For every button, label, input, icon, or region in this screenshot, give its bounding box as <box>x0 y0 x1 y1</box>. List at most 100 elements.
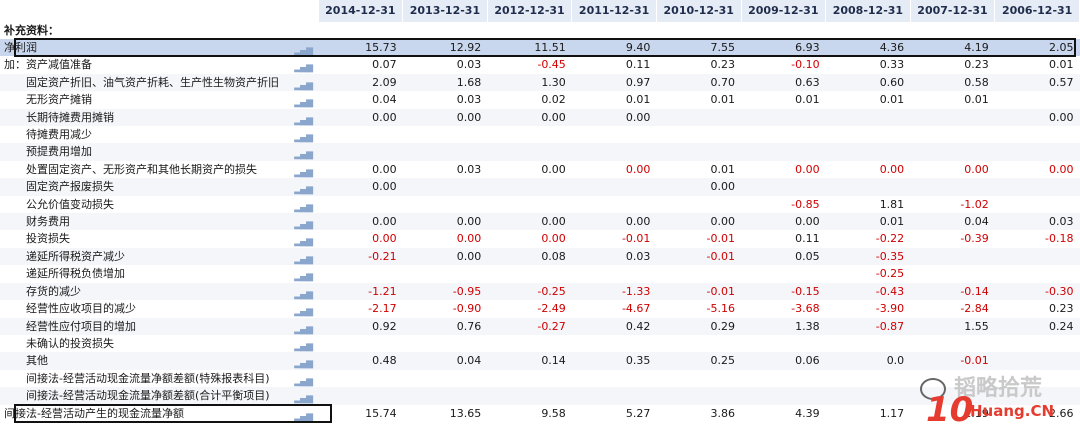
value-cell: 0.00 <box>318 108 403 127</box>
mini-chart-icon[interactable]: ▂▄▆ <box>294 341 313 352</box>
value-cell <box>571 126 657 144</box>
table-row: 长期待摊费用摊销 ▂▄▆ 0.00 0.00 0.00 0.00 0.00 <box>0 108 1080 127</box>
row-label[interactable]: 加：资产减值准备 ▂▄▆ <box>0 56 319 74</box>
value-cell: -1.21 <box>318 282 403 301</box>
value-cell: 2.19 <box>910 404 995 422</box>
value-cell: 0.01 <box>571 91 657 109</box>
value-cell <box>994 369 1080 388</box>
row-label[interactable]: 经营性应付项目的增加 ▂▄▆ <box>0 317 319 335</box>
value-cell: 0.01 <box>825 213 911 231</box>
mini-chart-icon[interactable]: ▂▄▆ <box>294 80 313 91</box>
value-cell: 0.00 <box>487 108 572 127</box>
value-cell <box>656 265 741 283</box>
value-cell: 2.09 <box>318 73 403 92</box>
column-header[interactable]: 2008-12-31 <box>825 0 911 22</box>
value-cell: 0.03 <box>571 247 657 266</box>
table-row: 间接法-经营活动现金流量净额差额(特殊报表科目) ▂▄▆ <box>0 369 1080 388</box>
value-cell: 0.05 <box>741 247 826 266</box>
row-label[interactable]: 递延所得税资产减少 ▂▄▆ <box>0 247 319 266</box>
value-cell <box>571 195 657 214</box>
mini-chart-icon[interactable]: ▂▄▆ <box>294 376 313 387</box>
column-header[interactable]: 2013-12-31 <box>402 0 488 22</box>
mini-chart-icon[interactable]: ▂▄▆ <box>294 307 313 318</box>
mini-chart-icon[interactable]: ▂▄▆ <box>294 115 313 126</box>
mini-chart-icon[interactable]: ▂▄▆ <box>294 394 313 405</box>
value-cell: -0.43 <box>825 282 911 301</box>
value-cell: -0.01 <box>656 230 741 248</box>
row-label[interactable]: 固定资产折旧、油气资产折耗、生产性生物资产折旧 ▂▄▆ <box>0 73 319 92</box>
row-label[interactable]: 间接法-经营活动现金流量净额差额(特殊报表科目) ▂▄▆ <box>0 369 319 388</box>
row-label[interactable]: 经营性应收项目的减少 ▂▄▆ <box>0 300 319 318</box>
mini-chart-icon[interactable]: ▂▄▆ <box>294 220 313 231</box>
mini-chart-icon[interactable]: ▂▄▆ <box>294 359 313 370</box>
row-label[interactable]: 净利润 ▂▄▆ <box>0 39 319 57</box>
mini-chart-icon[interactable]: ▂▄▆ <box>294 289 313 300</box>
value-cell <box>825 387 911 405</box>
column-header[interactable]: 2006-12-31 <box>994 0 1080 22</box>
table-row: 存货的减少 ▂▄▆ -1.21 -0.95 -0.25 -1.33 -0.01 -0.15 -0… <box>0 282 1080 301</box>
row-label[interactable]: 未确认的投资损失 ▂▄▆ <box>0 334 319 353</box>
mini-chart-icon[interactable]: ▂▄▆ <box>294 272 313 283</box>
value-cell: 0.00 <box>487 230 572 248</box>
mini-chart-icon[interactable]: ▂▄▆ <box>294 185 313 196</box>
row-label[interactable]: 间接法-经营活动现金流量净额差额(合计平衡项目) ▂▄▆ <box>0 387 319 405</box>
row-label[interactable]: 预提费用增加 ▂▄▆ <box>0 143 319 161</box>
column-header[interactable]: 2010-12-31 <box>656 0 742 22</box>
value-cell: 7.55 <box>656 39 741 57</box>
row-label[interactable]: 递延所得税负债增加 ▂▄▆ <box>0 265 319 283</box>
row-label[interactable]: 存货的减少 ▂▄▆ <box>0 282 319 301</box>
column-header[interactable]: 2012-12-31 <box>487 0 573 22</box>
row-label[interactable]: 财务费用 ▂▄▆ <box>0 213 319 231</box>
row-label-text: 长期待摊费用摊销 <box>26 110 114 124</box>
row-label[interactable]: 间接法-经营活动产生的现金流量净额 ▂▄▆ <box>0 404 319 422</box>
mini-chart-icon[interactable]: ▂▄▆ <box>294 411 313 422</box>
value-cell: 0.00 <box>318 178 403 196</box>
mini-chart-icon[interactable]: ▂▄▆ <box>294 98 313 109</box>
value-cell: 1.81 <box>825 195 911 214</box>
value-cell: 2.05 <box>994 39 1080 57</box>
value-cell <box>994 195 1080 214</box>
row-label[interactable]: 待摊费用减少 ▂▄▆ <box>0 126 319 144</box>
row-label[interactable]: 投资损失 ▂▄▆ <box>0 230 319 248</box>
value-cell: 0.03 <box>994 213 1080 231</box>
value-cell: 0.00 <box>994 108 1080 127</box>
row-label-text: 公允价值变动损失 <box>26 197 114 211</box>
mini-chart-icon[interactable]: ▂▄▆ <box>294 46 313 56</box>
column-header[interactable]: 2009-12-31 <box>741 0 827 22</box>
value-cell: -0.85 <box>741 195 826 214</box>
value-cell: -0.01 <box>571 230 657 248</box>
value-cell: 0.04 <box>402 352 488 370</box>
row-label[interactable]: 处置固定资产、无形资产和其他长期资产的损失 ▂▄▆ <box>0 160 319 179</box>
value-cell <box>994 91 1080 109</box>
mini-chart-icon[interactable]: ▂▄▆ <box>294 254 313 265</box>
row-label-text: 投资损失 <box>26 232 70 246</box>
mini-chart-icon[interactable]: ▂▄▆ <box>294 150 313 161</box>
row-label[interactable]: 长期待摊费用摊销 ▂▄▆ <box>0 108 319 127</box>
value-cell <box>741 126 826 144</box>
section-title: 补充资料： <box>0 22 1080 39</box>
value-cell <box>910 334 995 353</box>
value-cell: -0.35 <box>825 247 911 266</box>
value-cell: 0.97 <box>571 73 657 92</box>
mini-chart-icon[interactable]: ▂▄▆ <box>294 324 313 335</box>
value-cell <box>741 108 826 127</box>
value-cell <box>910 387 995 405</box>
value-cell: 1.55 <box>910 317 995 335</box>
mini-chart-icon[interactable]: ▂▄▆ <box>294 167 313 178</box>
mini-chart-icon[interactable]: ▂▄▆ <box>294 237 313 248</box>
column-header[interactable]: 2007-12-31 <box>910 0 996 22</box>
value-cell: 0.01 <box>825 91 911 109</box>
mini-chart-icon[interactable]: ▂▄▆ <box>294 202 313 213</box>
mini-chart-icon[interactable]: ▂▄▆ <box>294 63 313 74</box>
column-header[interactable]: 2011-12-31 <box>571 0 657 22</box>
value-cell: -4.67 <box>571 300 657 318</box>
row-label[interactable]: 公允价值变动损失 ▂▄▆ <box>0 195 319 214</box>
value-cell: 0.92 <box>318 317 403 335</box>
mini-chart-icon[interactable]: ▂▄▆ <box>294 133 313 144</box>
row-label[interactable]: 其他 ▂▄▆ <box>0 352 319 370</box>
row-label[interactable]: 无形资产摊销 ▂▄▆ <box>0 91 319 109</box>
column-header[interactable]: 2014-12-31 <box>318 0 404 22</box>
row-label[interactable]: 固定资产报废损失 ▂▄▆ <box>0 178 319 196</box>
value-cell <box>741 178 826 196</box>
value-cell: 0.01 <box>994 56 1080 74</box>
